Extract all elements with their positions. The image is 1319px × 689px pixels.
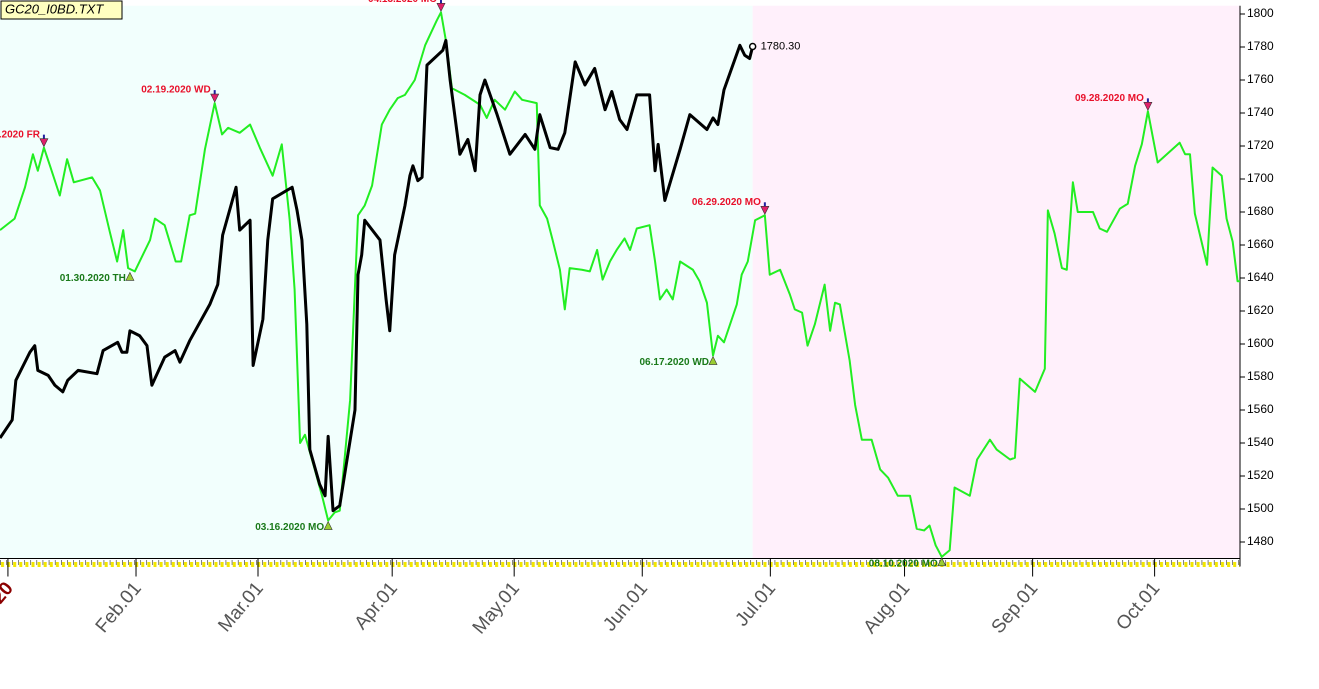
x-tick-label: Jun.01	[599, 578, 652, 635]
series-line	[0, 38, 755, 513]
x-tick-label: May.01	[469, 578, 524, 638]
y-tick-label: 1480	[1247, 534, 1274, 548]
y-tick-label: 1520	[1247, 468, 1274, 482]
high-marker	[39, 138, 49, 148]
low-marker	[937, 557, 947, 567]
y-tick-label: 1560	[1247, 402, 1274, 416]
x-tick-label: Oct.01	[1112, 578, 1164, 634]
title-box	[0, 0, 123, 20]
y-tick-label: 1800	[1247, 6, 1274, 20]
annotation-label: 09.28.2020 MO	[1075, 93, 1144, 104]
series-layer	[0, 11, 1240, 558]
low-marker	[125, 271, 135, 281]
last-value-marker	[748, 42, 757, 51]
y-tick-label: 1740	[1247, 105, 1274, 119]
low-marker	[323, 520, 333, 530]
x-tick-label: 20	[0, 578, 18, 608]
series-line	[0, 11, 1240, 558]
x-tick-label: Apr.01	[351, 578, 402, 634]
y-tick-label: 1620	[1247, 303, 1274, 317]
x-tick-label: Jul.01	[732, 578, 781, 630]
y-tick-label: 1660	[1247, 237, 1274, 251]
x-tick-label: Feb.01	[92, 578, 146, 637]
x-tick-label: Sep.01	[988, 578, 1043, 638]
annotation-label: 06.29.2020 MO	[692, 197, 761, 208]
high-marker	[436, 3, 446, 13]
high-marker	[210, 93, 220, 103]
x-axis-ruler	[0, 558, 1240, 567]
shaded-region	[0, 5, 753, 559]
annotation-label: 04.13.2020 MO	[368, 0, 437, 5]
x-tick-label: Mar.01	[214, 578, 267, 636]
shaded-region	[752, 5, 1240, 559]
y-tick-label: 1540	[1247, 435, 1274, 449]
y-tick-label: 1720	[1247, 138, 1274, 152]
y-tick-label: 1500	[1247, 501, 1274, 515]
y-tick-label: 1780	[1247, 39, 1274, 53]
y-tick-label: 1600	[1247, 336, 1274, 350]
high-marker	[760, 206, 770, 215]
annotation-label: 06.17.2020 WD	[640, 357, 710, 368]
y-tick-label: 1580	[1247, 369, 1274, 383]
annotation-label: 02.19.2020 WD	[141, 85, 211, 96]
high-marker	[1143, 102, 1153, 112]
y-tick-label: 1680	[1247, 204, 1274, 218]
annotation-label: 01.30.2020 TH	[60, 273, 126, 284]
annotation-label: 03.16.2020 MO	[255, 522, 324, 533]
y-tick-label: 1640	[1247, 270, 1274, 284]
low-marker	[708, 355, 718, 365]
last-value-label: 1780.30	[761, 40, 801, 52]
y-tick-label: 1700	[1247, 171, 1274, 185]
chart-title: GC20_I0BD.TXT	[5, 1, 104, 16]
annotation-layer: 1780.30 .2020 FR 01.30.2020 TH 02.19.2020 W…	[0, 0, 1153, 569]
annotation-label: 08.10.2020 MO	[869, 558, 938, 569]
background-layer	[0, 5, 1240, 559]
y-tick-label: 1760	[1247, 72, 1274, 86]
x-tick-label: Aug.01	[860, 578, 915, 638]
annotation-label: .2020 FR	[0, 129, 41, 140]
